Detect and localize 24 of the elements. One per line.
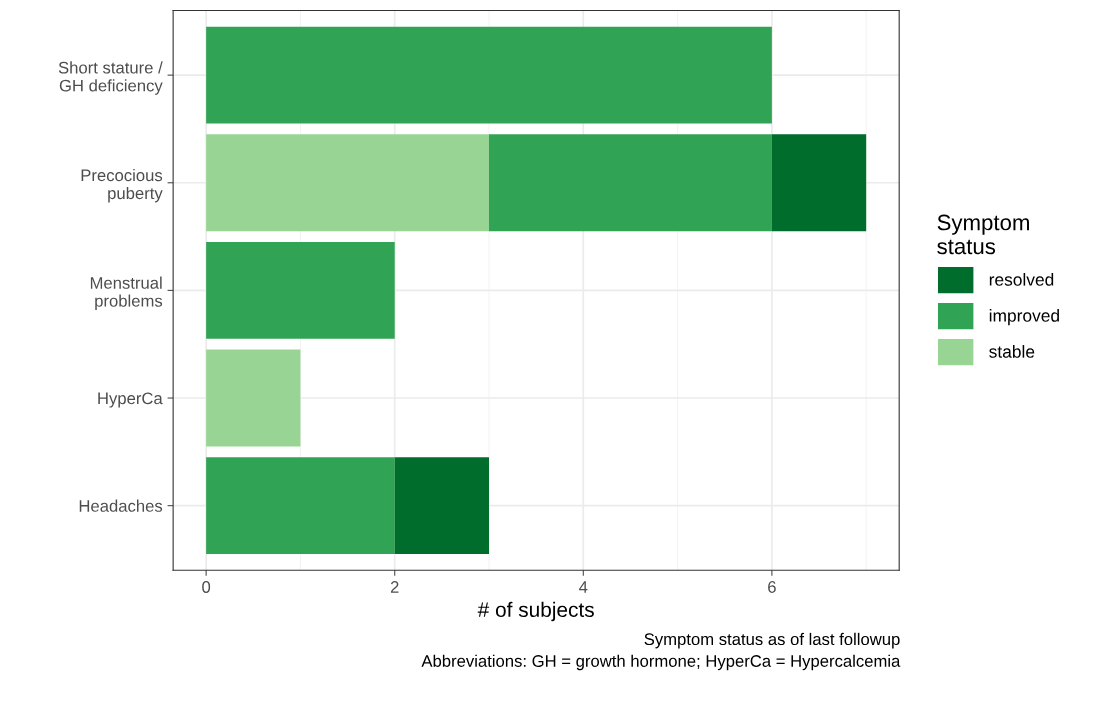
y-tick-label: Menstrual problems: [90, 276, 163, 311]
bar: [206, 457, 395, 555]
text: Abbreviations: GH = growth hormone; HyperCa = Hypercalcemia: [421, 654, 901, 671]
x-tick-label: 4: [579, 581, 588, 593]
legend-title: Symptom status: [937, 214, 1029, 255]
x-tick-label: 0: [202, 581, 211, 593]
y-tick-label: Short stature / GH deficiency: [58, 61, 163, 95]
x-tick-label: 6: [768, 581, 776, 593]
y-tick-label: Headaches: [79, 499, 163, 512]
bar: [771, 134, 867, 232]
bar: [206, 134, 490, 232]
text: Symptom status as of last followup: [644, 632, 900, 649]
legend-label: improved: [989, 309, 1059, 326]
y-tick-label: Precocious puberty: [81, 168, 163, 203]
x-tick-label: 2: [390, 581, 399, 593]
bar: [206, 26, 772, 124]
bar: [489, 134, 772, 232]
bar: [206, 241, 395, 339]
legend-label: resolved: [989, 273, 1054, 286]
bar: [206, 349, 301, 447]
x-axis-title: # of subjects: [477, 601, 594, 622]
legend-label: stable: [989, 345, 1035, 358]
bar: [394, 457, 490, 555]
y-tick-label: HyperCa: [98, 392, 163, 408]
